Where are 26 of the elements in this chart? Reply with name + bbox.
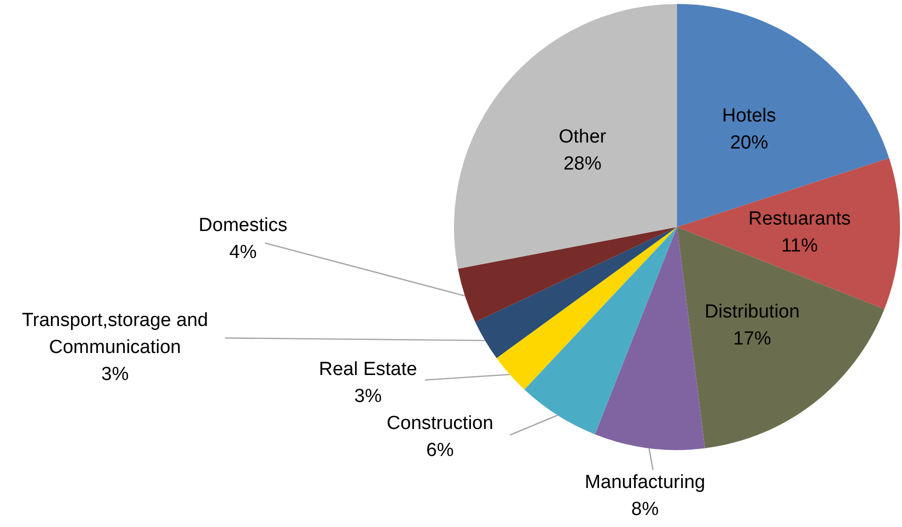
data-label: 4% (229, 242, 257, 263)
slice-label: Construction (386, 413, 494, 434)
data-label: 8% (631, 499, 659, 520)
slice-label: Real Estate (318, 359, 418, 380)
pie-slice (496, 227, 677, 390)
slice-label: Distribution (704, 301, 800, 322)
pie-slice (524, 227, 677, 434)
data-label: 11% (781, 235, 818, 256)
slice-label: Hotels (722, 105, 776, 126)
slice-label: Domestics (198, 215, 288, 236)
data-label: 20% (730, 132, 768, 154)
pie-slice (454, 4, 677, 269)
pie-slice (677, 227, 884, 448)
data-label: 3% (354, 386, 382, 407)
slice-label: Transport,storage and Communication (22, 310, 208, 358)
slice-label: Restuarants (748, 208, 851, 230)
data-label: 3% (101, 364, 129, 385)
pie-slice (458, 227, 677, 322)
data-label: 6% (426, 440, 454, 461)
slice-label: Manufacturing (584, 472, 706, 493)
pie-slice (677, 4, 890, 227)
pie-slice (475, 227, 677, 358)
data-label: 28% (563, 153, 602, 174)
slice-label: Other (558, 126, 607, 148)
pie-slice (594, 227, 705, 450)
data-label: 17% (733, 328, 772, 350)
